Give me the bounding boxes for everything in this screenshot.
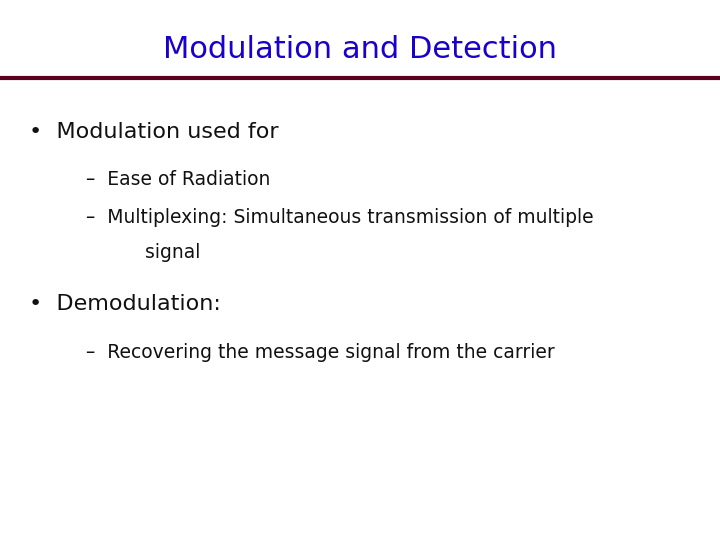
Text: Modulation and Detection: Modulation and Detection: [163, 35, 557, 64]
Text: signal: signal: [115, 243, 201, 262]
Text: •  Modulation used for: • Modulation used for: [29, 122, 279, 141]
Text: –  Ease of Radiation: – Ease of Radiation: [86, 170, 271, 189]
Text: –  Recovering the message signal from the carrier: – Recovering the message signal from the…: [86, 343, 555, 362]
Text: –  Multiplexing: Simultaneous transmission of multiple: – Multiplexing: Simultaneous transmissio…: [86, 208, 594, 227]
Text: •  Demodulation:: • Demodulation:: [29, 294, 220, 314]
